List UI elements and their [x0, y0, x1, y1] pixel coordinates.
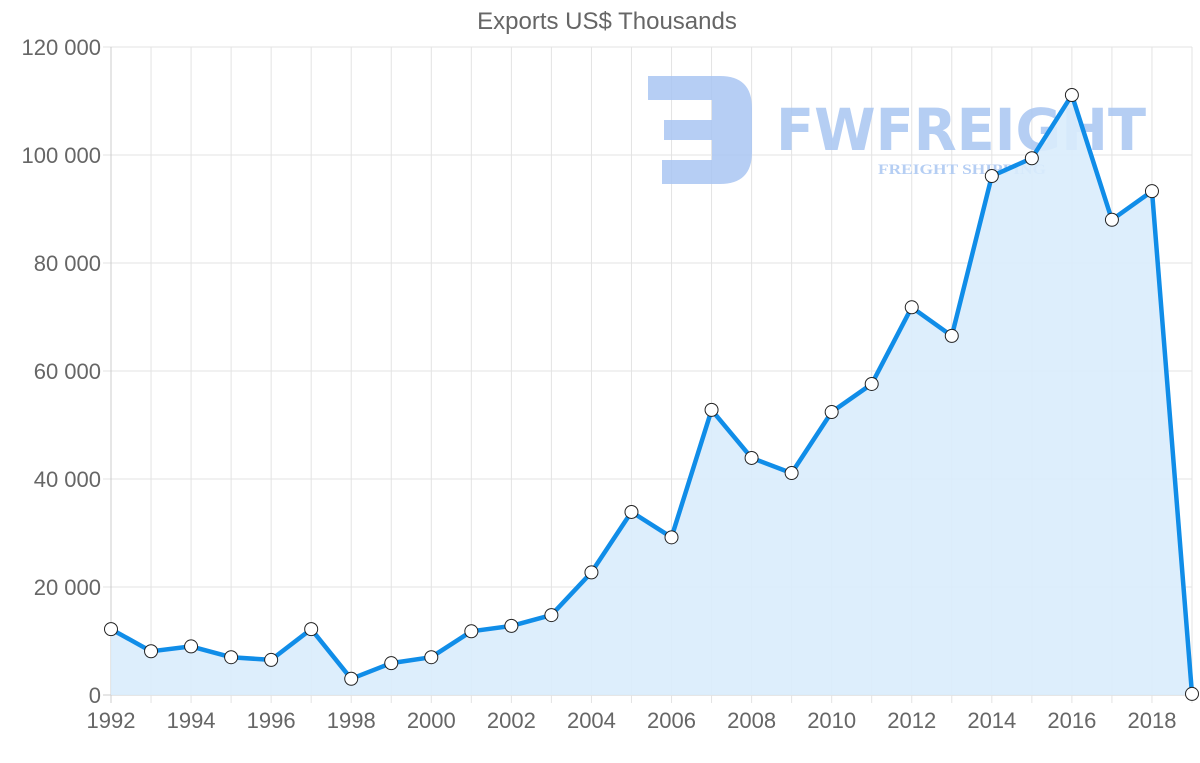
- data-point-marker: [664, 530, 679, 545]
- y-tick-label: 40 000: [34, 467, 101, 492]
- data-point-marker: [984, 169, 999, 184]
- data-point-marker: [824, 405, 839, 420]
- data-point-marker: [304, 622, 319, 637]
- data-point-marker: [504, 618, 519, 633]
- data-point-marker: [184, 639, 199, 654]
- data-point-marker: [104, 622, 118, 637]
- x-tick-label: 2016: [1047, 708, 1096, 733]
- area-fill: [111, 95, 1192, 696]
- data-point-marker: [944, 328, 959, 343]
- data-point-marker: [264, 652, 279, 667]
- data-point-marker: [384, 656, 399, 671]
- data-point-marker: [584, 565, 599, 580]
- y-tick-label: 100 000: [21, 143, 101, 168]
- x-tick-label: 2018: [1127, 708, 1176, 733]
- data-point-marker: [1185, 686, 1199, 701]
- data-point-marker: [1144, 184, 1159, 199]
- data-point-marker: [744, 450, 759, 465]
- data-point-marker: [144, 644, 159, 659]
- data-point-marker: [704, 402, 719, 417]
- chart-title: Exports US$ Thousands: [477, 8, 737, 35]
- y-tick-label: 60 000: [34, 359, 101, 384]
- x-tick-label: 2004: [567, 708, 616, 733]
- data-point-marker: [864, 376, 879, 391]
- data-point-marker: [464, 624, 479, 639]
- x-tick-label: 2002: [487, 708, 536, 733]
- data-point-marker: [1104, 212, 1119, 227]
- x-tick-label: 2008: [727, 708, 776, 733]
- x-tick-label: 2012: [887, 708, 936, 733]
- data-point-marker: [624, 504, 639, 519]
- x-tick-label: 1994: [167, 708, 216, 733]
- x-tick-label: 2010: [807, 708, 856, 733]
- data-point-marker: [344, 671, 359, 686]
- data-point-marker: [1024, 151, 1039, 166]
- x-tick-label: 1996: [247, 708, 296, 733]
- x-tick-label: 1992: [87, 708, 136, 733]
- data-point-marker: [424, 650, 439, 665]
- x-tick-label: 2006: [647, 708, 696, 733]
- data-point-marker: [544, 608, 559, 623]
- data-point-marker: [904, 300, 919, 315]
- y-tick-label: 0: [89, 683, 101, 708]
- x-tick-label: 1998: [327, 708, 376, 733]
- y-tick-label: 80 000: [34, 251, 101, 276]
- logo-mark-icon: [648, 76, 752, 184]
- data-point-marker: [784, 466, 799, 481]
- data-point-marker: [1064, 88, 1079, 103]
- x-tick-label: 2014: [967, 708, 1016, 733]
- y-tick-label: 120 000: [21, 35, 101, 60]
- y-tick-label: 20 000: [34, 575, 101, 600]
- data-point-marker: [224, 650, 239, 665]
- data-line: [109, 92, 1195, 695]
- x-tick-label: 2000: [407, 708, 456, 733]
